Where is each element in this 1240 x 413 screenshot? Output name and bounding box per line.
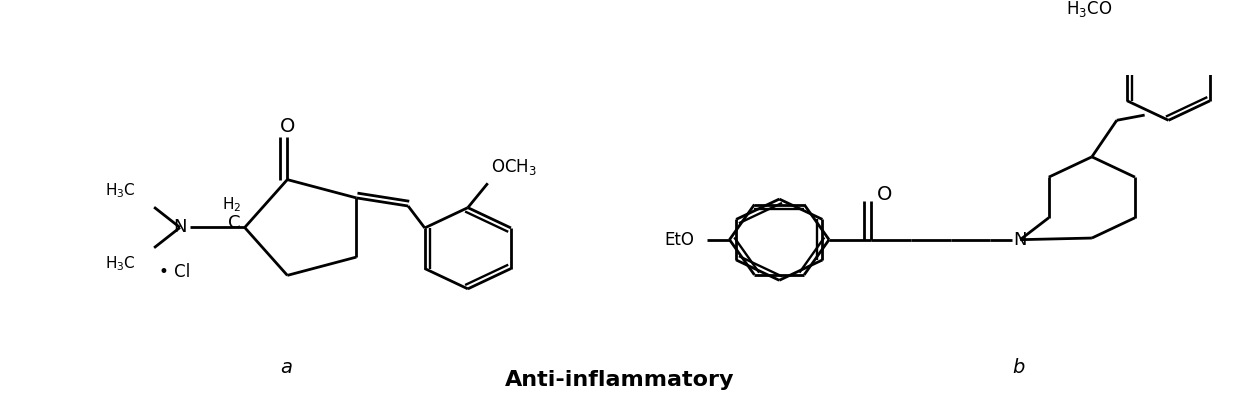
Text: EtO: EtO [665, 231, 694, 249]
Text: OCH$_3$: OCH$_3$ [491, 157, 537, 177]
Text: Anti-inflammatory: Anti-inflammatory [505, 370, 735, 390]
Text: C: C [228, 214, 241, 232]
Text: H$_3$C: H$_3$C [105, 182, 135, 200]
Text: a: a [280, 358, 293, 377]
Text: O: O [280, 117, 295, 136]
Text: b: b [1012, 358, 1024, 377]
Text: H$_2$: H$_2$ [222, 195, 242, 214]
Text: H$_3$C: H$_3$C [105, 255, 135, 273]
Text: O: O [877, 185, 893, 204]
Text: H$_3$CO: H$_3$CO [1065, 0, 1112, 19]
Text: • Cl: • Cl [160, 263, 191, 281]
Text: N: N [174, 218, 187, 237]
Text: N: N [1013, 231, 1027, 249]
